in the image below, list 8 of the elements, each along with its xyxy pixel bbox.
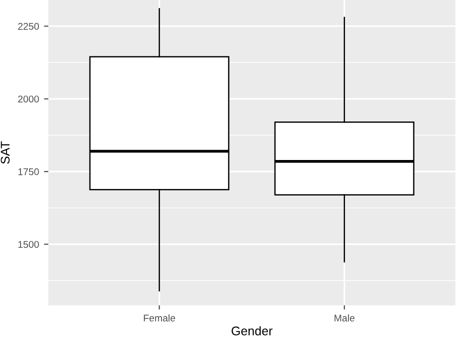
x-axis-title: Gender [232, 326, 272, 336]
y-tick-label: 2000 [18, 96, 39, 102]
y-tick-label: 1750 [18, 168, 39, 176]
x-tick-label: Male [334, 314, 354, 322]
y-tick-label: 2250 [18, 22, 39, 30]
y-tick-label: 1500 [18, 240, 39, 248]
x-tick-label: Female [144, 314, 176, 322]
y-axis-title: SAT [0, 141, 10, 164]
